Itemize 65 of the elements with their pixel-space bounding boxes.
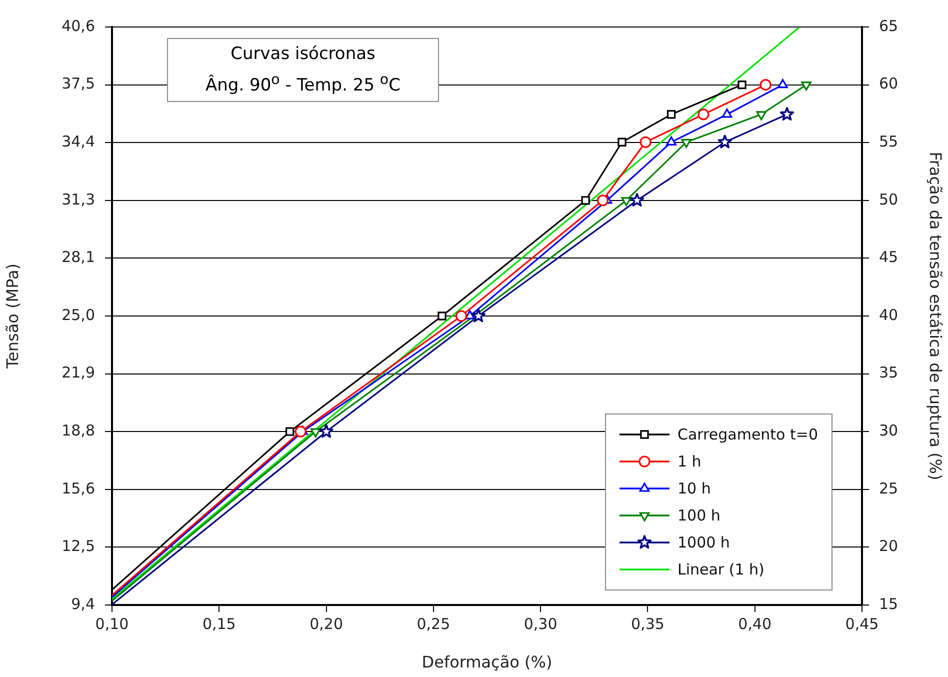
y2-tick-label: 20: [879, 537, 898, 556]
point: [286, 427, 294, 436]
x-tick-label: 0,35: [631, 614, 664, 633]
x-tick-label: 0,15: [202, 614, 236, 633]
x-tick-label: 0,25: [416, 614, 450, 633]
y2-tick-label: 45: [879, 248, 898, 266]
legend-label: Carregamento t=0: [677, 425, 818, 444]
point: [294, 426, 306, 438]
y-tick-label: 21,9: [62, 364, 95, 382]
y-tick-label: 34,4: [62, 132, 95, 150]
y-axis-title: Tensão (MPa): [2, 263, 22, 370]
point: [722, 108, 732, 118]
y2-tick-label: 50: [879, 190, 898, 208]
x-tick-label: 0,10: [95, 614, 129, 633]
point: [666, 136, 676, 146]
point: [618, 138, 626, 146]
y-tick-label: 28,1: [62, 248, 95, 266]
point: [455, 310, 468, 322]
y-tick-label: 31,3: [62, 190, 95, 208]
legend-label: 100 h: [677, 506, 720, 524]
y-tick-label: 9,4: [71, 594, 95, 613]
legend-label: 1000 h: [677, 533, 730, 552]
y2-tick-label: 40: [879, 306, 898, 324]
point: [760, 79, 772, 91]
point: [310, 428, 321, 438]
y2-tick-label: 35: [879, 364, 898, 382]
point: [438, 312, 446, 320]
x-axis-title: Deformação (%): [422, 652, 552, 672]
y2-tick-label: 15: [879, 594, 898, 613]
point: [778, 79, 788, 88]
point: [471, 308, 486, 322]
legend-label: Linear (1 h): [677, 560, 764, 578]
point: [596, 194, 609, 206]
point: [464, 310, 475, 320]
y2-tick-label: 60: [879, 74, 898, 93]
y2-tick-label: 65: [879, 16, 898, 35]
point: [581, 196, 590, 205]
y-tick-label: 37,5: [62, 74, 95, 93]
x-tick-label: 0,30: [524, 614, 558, 633]
x-tick-label: 0,45: [845, 614, 879, 633]
text-box: Curvas isócronas Âng. 90$^{o}$ - Temp. 25 $^{o}$C: [167, 38, 439, 102]
y-tick-label: 15,6: [62, 479, 95, 498]
point: [738, 80, 746, 90]
y-tick-label: 25,0: [62, 306, 95, 324]
y2-axis-title: Fração da tensão estática de ruptura (%): [926, 152, 946, 480]
x-tick-label: 0,40: [738, 614, 772, 633]
legend-label: 10 h: [677, 479, 711, 498]
annotation: Âng. 90$^{o}$ - Temp. 25 $^{o}$C: [204, 71, 402, 98]
y-tick-label: 40,6: [62, 16, 95, 35]
annotation: Curvas isócronas: [230, 43, 376, 66]
y-tick-label: 12,5: [62, 537, 95, 556]
y-tick-label: 18,8: [62, 421, 95, 440]
point: [698, 108, 710, 120]
y2-tick-label: 25: [879, 479, 898, 498]
point: [640, 136, 652, 148]
x-tick-label: 0,20: [310, 614, 343, 633]
y2-tick-label: 30: [879, 421, 898, 440]
point: [718, 134, 732, 148]
point: [681, 138, 692, 148]
point: [319, 424, 334, 438]
y2-tick-label: 55: [879, 132, 898, 150]
point: [630, 193, 644, 207]
legend-label: 1 h: [677, 452, 702, 470]
point: [780, 106, 794, 121]
point: [666, 110, 676, 119]
